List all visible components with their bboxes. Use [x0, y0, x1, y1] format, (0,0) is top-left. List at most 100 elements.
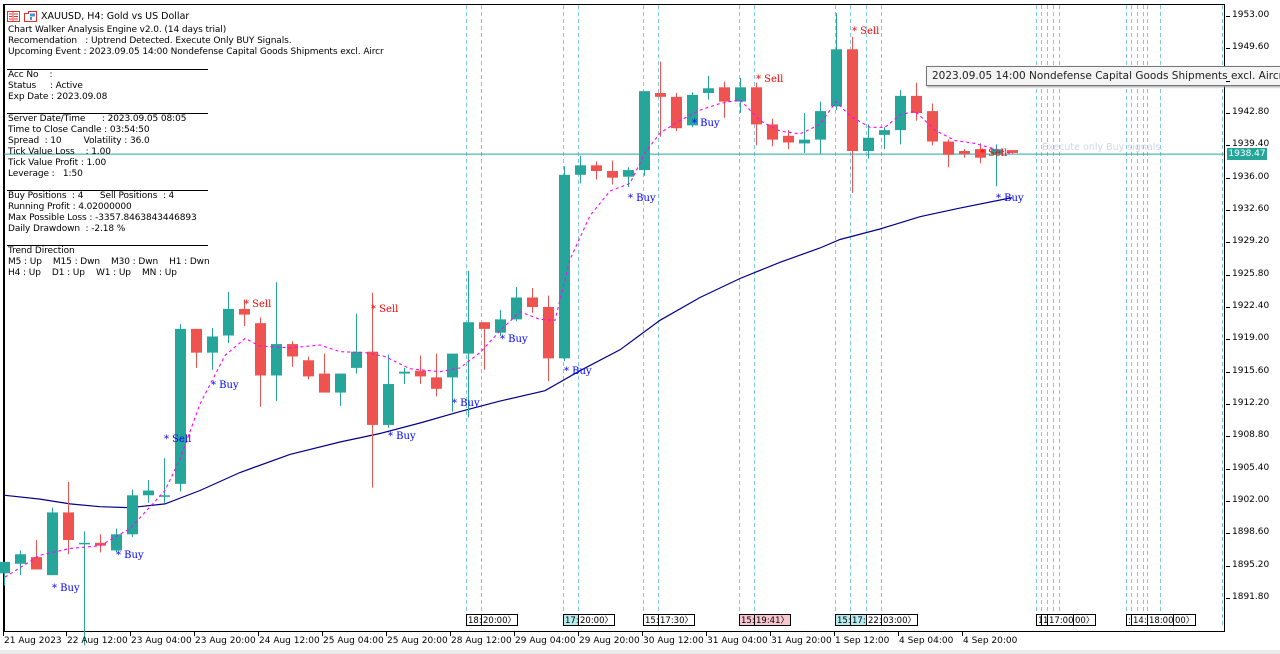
bull-candle[interactable]	[575, 155, 586, 184]
bear-candle[interactable]	[767, 118, 778, 147]
bull-candle[interactable]	[159, 458, 170, 503]
bear-candle[interactable]	[927, 103, 938, 146]
bull-candle[interactable]	[703, 75, 714, 100]
bull-candle[interactable]	[223, 291, 234, 344]
chart-window[interactable]	[3, 4, 1225, 632]
bear-candle[interactable]	[591, 161, 602, 180]
event-time-tag[interactable]: 17:00	[1047, 614, 1076, 626]
bull-candle[interactable]	[639, 91, 650, 176]
event-time-tag[interactable]: 14:	[1131, 614, 1149, 626]
bull-candle[interactable]	[463, 270, 474, 418]
bear-candle[interactable]	[415, 355, 426, 385]
bull-candle[interactable]	[111, 528, 122, 553]
engine-name: Chart Walker Analysis Engine v2.0. (14 d…	[8, 25, 227, 35]
bull-candle[interactable]	[447, 353, 458, 412]
trend-row-1: M5 : Up M15 : Dwn M30 : Dwn H1 : Dwn	[8, 257, 210, 267]
bull-candle[interactable]	[351, 313, 362, 374]
time-tick-label: 4 Sep 20:00	[963, 636, 1018, 646]
bull-candle[interactable]	[735, 77, 746, 113]
bull-candle[interactable]	[895, 90, 906, 145]
time-tick	[962, 632, 963, 636]
bull-candle[interactable]	[0, 561, 10, 586]
bear-candle[interactable]	[319, 353, 330, 393]
bear-candle[interactable]	[31, 539, 42, 570]
time-tick	[706, 632, 707, 636]
time-tick	[578, 632, 579, 636]
bull-candle[interactable]	[815, 101, 826, 154]
bear-candle[interactable]	[367, 292, 378, 488]
event-time-tag[interactable]: 20:00〉	[578, 614, 615, 626]
bear-candle[interactable]	[479, 322, 490, 370]
price-tick-label: 1915.60	[1232, 365, 1270, 376]
bull-candle[interactable]	[495, 309, 506, 336]
event-time-tag[interactable]: 20:00〉	[481, 614, 518, 626]
event-time-tag[interactable]: 00〉	[1173, 614, 1197, 626]
bear-candle[interactable]	[63, 481, 74, 555]
bear-candle[interactable]	[975, 143, 986, 164]
price-tick-label: 1925.80	[1232, 268, 1270, 279]
event-time-tag[interactable]: 19:41〉	[754, 614, 791, 626]
price-tick	[1226, 145, 1230, 147]
bull-candle[interactable]	[879, 127, 890, 150]
expert-advisor-icon[interactable]	[24, 10, 37, 22]
bull-candle[interactable]	[79, 531, 90, 646]
bear-candle[interactable]	[527, 287, 538, 313]
event-time-tag[interactable]: 00〉	[1073, 614, 1097, 626]
tick-value-loss: Tick Value Loss : 1.00	[8, 147, 111, 157]
bear-candle[interactable]	[751, 82, 762, 146]
bear-candle[interactable]	[1007, 150, 1018, 154]
faded-signal-note: Execute only Buy signals.	[1042, 142, 1164, 153]
divider	[7, 190, 208, 191]
bull-candle[interactable]	[207, 327, 218, 370]
event-time-tag[interactable]: 18:00	[1147, 614, 1176, 626]
sell-signal-label: * Sell	[756, 74, 783, 85]
account-number: Acc No :	[8, 70, 53, 80]
bear-candle[interactable]	[191, 328, 202, 368]
bull-candle[interactable]	[991, 144, 1002, 187]
bull-candle[interactable]	[799, 113, 810, 153]
bull-candle[interactable]	[175, 324, 186, 492]
bear-candle[interactable]	[303, 356, 314, 380]
chart-symbol-title: XAUUSD, H4: Gold vs US Dollar	[41, 10, 190, 22]
bull-candle[interactable]	[335, 373, 346, 406]
bull-candle[interactable]	[47, 507, 58, 576]
bear-candle[interactable]	[255, 317, 266, 407]
bear-candle[interactable]	[655, 61, 666, 137]
buy-signal-label: * Buy	[692, 118, 720, 129]
bear-candle[interactable]	[959, 149, 970, 158]
time-tick	[322, 632, 323, 636]
bull-candle[interactable]	[15, 550, 26, 576]
bear-candle[interactable]	[431, 353, 442, 397]
event-time-tag[interactable]: 17:30〉	[658, 614, 695, 626]
bull-candle[interactable]	[399, 367, 410, 385]
trend-direction-title: Trend Direction	[8, 246, 75, 256]
bull-candle[interactable]	[511, 287, 522, 322]
bear-candle[interactable]	[95, 534, 106, 553]
indicator-list-icon[interactable]	[7, 10, 20, 22]
bear-candle[interactable]	[847, 36, 858, 193]
bear-candle[interactable]	[943, 139, 954, 168]
buy-signal-label: * Buy	[452, 398, 480, 409]
bull-candle[interactable]	[383, 354, 394, 428]
sell-signal-label: * Sell	[371, 304, 398, 315]
bear-candle[interactable]	[911, 82, 922, 121]
buy-signal-label: * Buy	[52, 583, 80, 594]
bear-candle[interactable]	[783, 130, 794, 150]
bull-candle[interactable]	[559, 166, 570, 362]
bull-candle[interactable]	[863, 124, 874, 159]
bull-candle[interactable]	[687, 92, 698, 128]
bear-candle[interactable]	[239, 299, 250, 327]
bear-candle[interactable]	[543, 295, 554, 382]
bull-candle[interactable]	[143, 480, 154, 503]
event-time-tag[interactable]: 03:00〉	[881, 614, 918, 626]
bear-candle[interactable]	[671, 93, 682, 132]
bear-candle[interactable]	[287, 341, 298, 367]
bull-candle[interactable]	[831, 13, 842, 111]
bull-candle[interactable]	[127, 489, 138, 538]
bear-candle[interactable]	[607, 160, 618, 185]
expiry-date: Exp Date : 2023.09.08	[8, 92, 108, 102]
bull-candle[interactable]	[271, 282, 282, 402]
event-time-tag[interactable]: 17:	[850, 614, 868, 626]
bear-candle[interactable]	[719, 81, 730, 118]
